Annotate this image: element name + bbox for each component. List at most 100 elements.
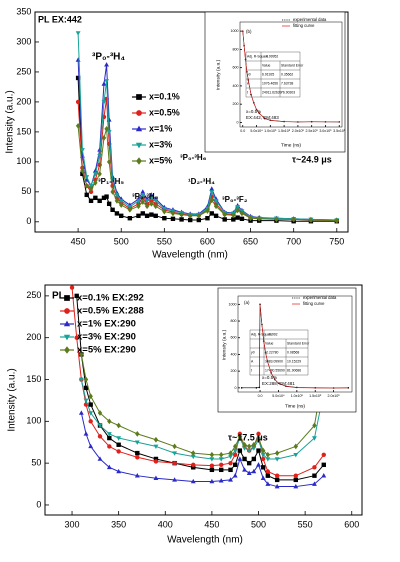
table-cell: 0.08568 <box>287 350 299 354</box>
x-tick-label: 3.0x10⁵ <box>319 129 332 133</box>
legend-label: x=3% EX:290 <box>77 332 136 343</box>
marker <box>196 212 202 219</box>
table-cell: Adj. R-Square <box>247 54 268 58</box>
marker <box>256 431 261 437</box>
marker <box>321 473 327 478</box>
marker <box>140 199 145 205</box>
marker <box>338 121 341 123</box>
marker <box>106 432 112 437</box>
table-header: Standard Error <box>281 63 304 67</box>
marker <box>63 320 71 327</box>
y-tick-label: 150 <box>26 374 41 384</box>
marker <box>219 462 224 468</box>
y-axis-label: Intensity (a.u.) <box>5 90 16 153</box>
marker <box>274 483 280 489</box>
annotation: ³P₀-³H₅ <box>132 192 159 201</box>
marker <box>209 467 215 473</box>
marker <box>251 446 257 451</box>
y-tick-label: 0 <box>36 499 41 509</box>
legend-label: fitting curve <box>293 23 315 28</box>
y-tick-label: 100 <box>26 416 41 426</box>
table-cell: y0 <box>251 350 255 354</box>
marker <box>233 452 238 457</box>
marker <box>153 213 158 219</box>
marker <box>209 190 215 195</box>
y-tick-label: 100 <box>16 156 31 166</box>
marker <box>144 199 150 204</box>
table-cell: 0.99952 <box>266 54 278 58</box>
marker <box>79 351 84 358</box>
marker <box>140 211 145 216</box>
marker <box>321 452 326 457</box>
marker <box>135 125 143 132</box>
marker <box>209 186 215 191</box>
y-tick-label: 0 <box>235 386 237 390</box>
marker <box>88 185 94 192</box>
annotation: (b) <box>246 29 252 34</box>
table-cell: 0.992 <box>269 332 278 336</box>
marker <box>265 473 271 478</box>
annotation: ³P₀-³H₆ <box>180 153 207 162</box>
marker <box>293 483 299 489</box>
marker <box>196 217 202 223</box>
y-tick-label: 200 <box>233 102 239 106</box>
x-tick-label: 550 <box>157 236 172 246</box>
y-tick-label: 600 <box>231 336 237 340</box>
marker <box>209 463 215 468</box>
x-tick-label: 500 <box>114 236 129 246</box>
marker <box>148 196 154 201</box>
table-cell: 81.90686 <box>287 368 301 372</box>
marker <box>246 448 252 454</box>
marker <box>88 393 93 400</box>
marker <box>191 450 196 456</box>
marker <box>237 433 243 440</box>
marker <box>84 175 90 180</box>
marker <box>222 211 227 218</box>
marker <box>293 473 299 478</box>
annotation: EX:442, EM:483 <box>246 115 279 120</box>
table-cell: y0 <box>247 72 251 76</box>
marker <box>219 451 224 458</box>
table-box <box>245 51 301 98</box>
marker <box>274 450 280 456</box>
marker <box>232 448 238 454</box>
marker <box>114 197 120 204</box>
marker <box>170 216 176 222</box>
marker <box>260 447 266 454</box>
marker <box>149 200 154 207</box>
x-tick-label: 550 <box>298 519 313 529</box>
marker <box>107 444 112 449</box>
marker <box>190 454 196 460</box>
y-tick-label: 400 <box>231 352 237 356</box>
marker <box>136 203 141 210</box>
marker <box>258 386 261 389</box>
legend-label: experimental data <box>303 295 337 300</box>
marker <box>240 387 243 389</box>
marker <box>235 205 241 210</box>
marker <box>78 410 84 415</box>
marker <box>260 475 266 480</box>
y-tick-label: 50 <box>21 186 31 196</box>
marker <box>106 117 112 122</box>
plot-frame <box>34 11 349 233</box>
marker <box>235 215 240 220</box>
marker <box>75 99 81 105</box>
x-tick-label: 600 <box>344 519 359 529</box>
marker <box>110 188 115 195</box>
marker <box>188 217 193 223</box>
x-tick-label: 350 <box>111 519 126 529</box>
marker <box>136 110 142 116</box>
marker <box>213 199 219 204</box>
marker <box>172 443 177 450</box>
marker <box>248 215 253 222</box>
marker <box>107 435 112 441</box>
x-axis-label: Time (ns) <box>285 403 305 409</box>
y-tick-label: 200 <box>231 369 237 373</box>
annotation: ³P₀-³H₄ <box>92 52 125 63</box>
legend-label: x=1% <box>149 123 172 133</box>
marker <box>179 211 184 218</box>
marker <box>69 285 75 290</box>
marker <box>134 440 140 445</box>
marker <box>92 168 98 173</box>
